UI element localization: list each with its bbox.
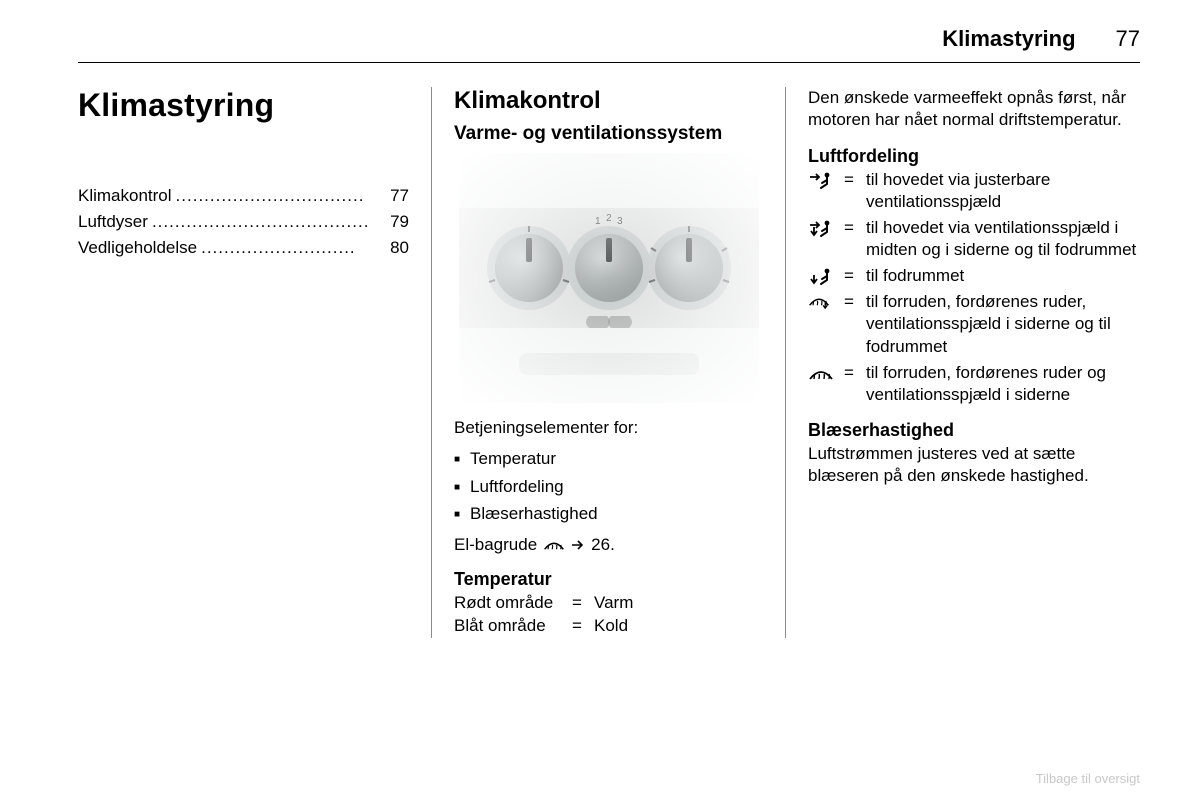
toc-line[interactable]: Vedligeholdelse ........................… xyxy=(78,238,409,258)
airflow-floor-icon xyxy=(808,265,844,287)
equals-sign: = xyxy=(844,217,866,261)
temp-range-label: Blåt område xyxy=(454,615,572,638)
toc-leader: ................................. xyxy=(172,186,391,206)
table-row: = til forruden, fordørenes ruder og vent… xyxy=(808,362,1140,406)
toc-page: 77 xyxy=(390,186,409,206)
defrost-rear-icon xyxy=(543,535,565,555)
temp-range-value: Kold xyxy=(594,615,763,638)
airflow-description: til fodrummet xyxy=(866,265,1140,287)
airflow-defrost-icon xyxy=(808,362,844,406)
el-bagrude-label: El-bagrude xyxy=(454,535,537,555)
equals-sign: = xyxy=(844,265,866,287)
section-heading: Klimakontrol xyxy=(454,87,763,115)
header-section: Klimastyring xyxy=(942,26,1075,52)
equals-sign: = xyxy=(844,362,866,406)
temperature-table: Rødt område = Varm Blåt område = Kold xyxy=(454,592,763,638)
airflow-defrost-floor-icon xyxy=(808,291,844,357)
header-page-number: 77 xyxy=(1116,26,1140,52)
chapter-title: Klimastyring xyxy=(78,87,409,124)
toc-label: Vedligeholdelse xyxy=(78,238,197,258)
equals-sign: = xyxy=(844,291,866,357)
equals-sign: = xyxy=(844,169,866,213)
airflow-face-floor-icon xyxy=(808,217,844,261)
temperature-heading: Temperatur xyxy=(454,569,763,590)
blaeser-text: Luftstrømmen justeres ved at sætte blæse… xyxy=(808,443,1140,488)
intro-paragraph: Den ønskede varmeeffekt opnås først, når… xyxy=(808,87,1140,132)
content-columns: Klimastyring Klimakontrol ..............… xyxy=(78,87,1140,638)
toc: Klimakontrol ...........................… xyxy=(78,186,409,258)
airflow-description: til hovedet via justerbare ventilationss… xyxy=(866,169,1140,213)
back-to-overview-link[interactable]: Tilbage til oversigt xyxy=(1036,771,1140,786)
equals-sign: = xyxy=(572,592,594,615)
list-item: Temperatur xyxy=(454,445,763,472)
list-item: Blæserhastighed xyxy=(454,500,763,527)
table-row: = til fodrummet xyxy=(808,265,1140,287)
el-bagrude-line: El-bagrude 26. xyxy=(454,535,763,555)
airflow-description: til forruden, fordørenes ruder, ventilat… xyxy=(866,291,1140,357)
column-toc: Klimastyring Klimakontrol ..............… xyxy=(78,87,432,638)
column-klimakontrol: Klimakontrol Varme- og ventilationssyste… xyxy=(432,87,786,638)
controls-list: Temperatur Luftfordeling Blæserhastighed xyxy=(454,445,763,527)
table-row: = til hovedet via justerbare ventilation… xyxy=(808,169,1140,213)
subsection-heading: Varme- og ventilationssystem xyxy=(454,123,763,145)
air-distribution-table: = til hovedet via justerbare ventilation… xyxy=(808,169,1140,406)
temp-range-label: Rødt område xyxy=(454,592,572,615)
list-item: Luftfordeling xyxy=(454,473,763,500)
airflow-description: til forruden, fordørenes ruder og ventil… xyxy=(866,362,1140,406)
equals-sign: = xyxy=(572,615,594,638)
running-header: Klimastyring 77 xyxy=(78,26,1140,63)
luftfordeling-heading: Luftfordeling xyxy=(808,146,1140,167)
table-row: Rødt område = Varm xyxy=(454,592,763,615)
temp-range-value: Varm xyxy=(594,592,763,615)
airflow-face-icon xyxy=(808,169,844,213)
toc-line[interactable]: Klimakontrol ...........................… xyxy=(78,186,409,206)
column-luftfordeling: Den ønskede varmeeffekt opnås først, når… xyxy=(786,87,1140,638)
toc-label: Luftdyser xyxy=(78,212,148,232)
table-row: Blåt område = Kold xyxy=(454,615,763,638)
el-bagrude-pageref: 26. xyxy=(591,535,615,555)
airflow-description: til hovedet via ventilationsspjæld i mid… xyxy=(866,217,1140,261)
blaeser-heading: Blæserhastighed xyxy=(808,420,1140,441)
toc-label: Klimakontrol xyxy=(78,186,172,206)
table-row: = til forruden, fordørenes ruder, ventil… xyxy=(808,291,1140,357)
climate-panel-illustration: 1 2 3 xyxy=(459,153,759,403)
toc-page: 79 xyxy=(390,212,409,232)
toc-line[interactable]: Luftdyser ..............................… xyxy=(78,212,409,232)
toc-page: 80 xyxy=(390,238,409,258)
page-ref-icon xyxy=(571,535,585,555)
toc-leader: ........................... xyxy=(197,238,390,258)
table-row: = til hovedet via ventilationsspjæld i m… xyxy=(808,217,1140,261)
toc-leader: ...................................... xyxy=(148,212,390,232)
controls-intro: Betjeningselementer for: xyxy=(454,417,763,439)
